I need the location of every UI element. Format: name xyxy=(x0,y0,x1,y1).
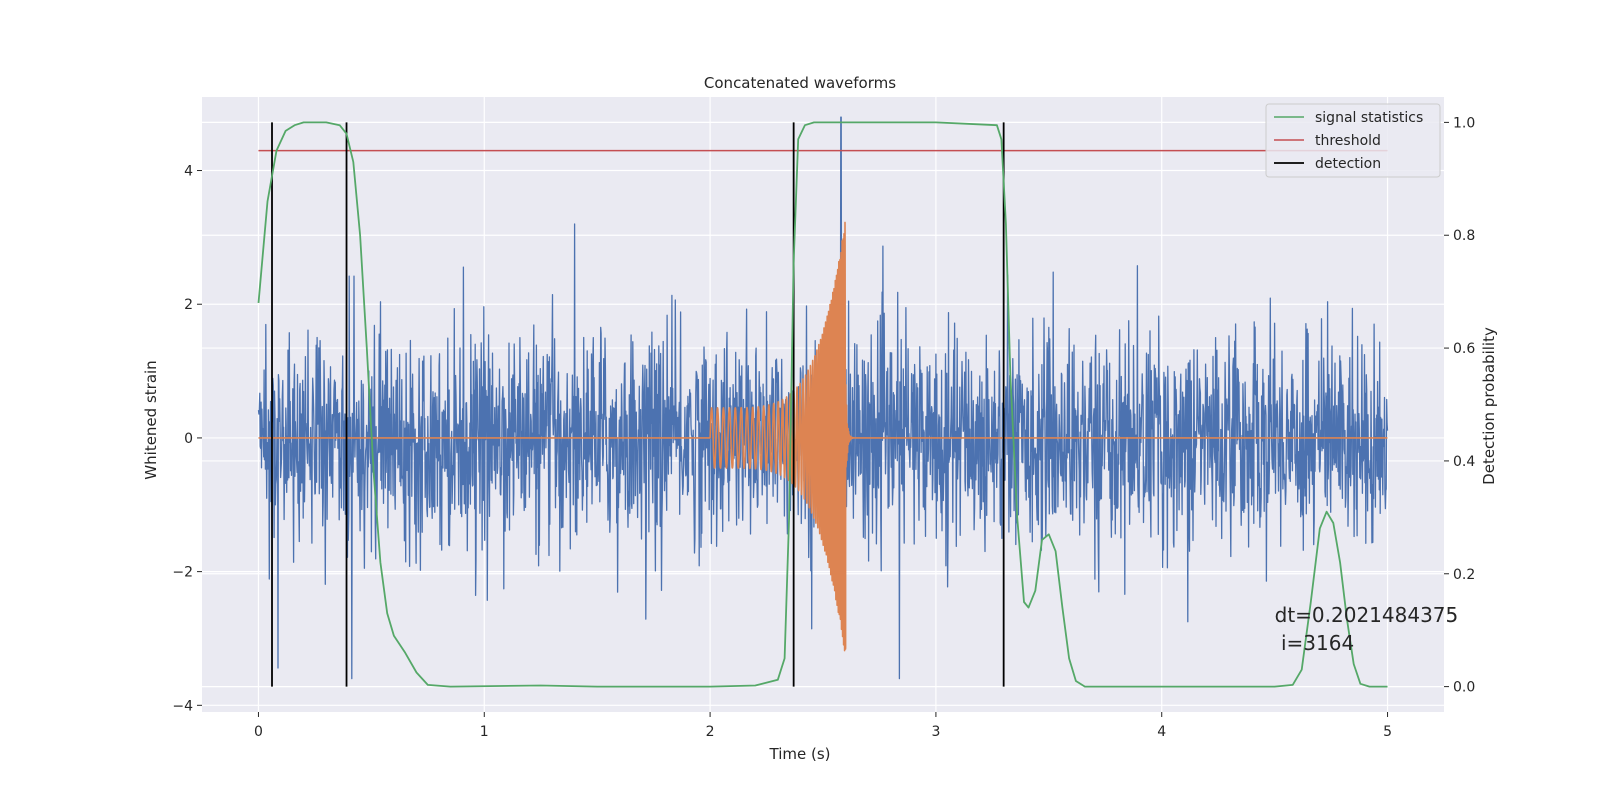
x-axis-label: Time (s) xyxy=(769,745,831,763)
x-tick-label-1: 1 xyxy=(480,724,489,740)
y-right-tick-label-5: 1.0 xyxy=(1453,115,1475,131)
axes-ticks: 0 1 2 3 4 5 −4 −2 0 2 4 0.0 0.2 0.4 0.6 0.8 1.0 xyxy=(172,115,1475,740)
signal-statistics-line xyxy=(257,121,1388,688)
y-left-tick-label-3: 2 xyxy=(184,297,193,313)
legend-label-threshold: threshold xyxy=(1315,133,1381,149)
x-tick-label-5: 5 xyxy=(1383,724,1392,740)
y-right-tick-label-1: 0.2 xyxy=(1453,567,1475,583)
legend-label-signal-statistics: signal statistics xyxy=(1315,110,1423,126)
y-axis-label-left: Whitened strain xyxy=(142,360,160,479)
y-right-tick-label-2: 0.4 xyxy=(1453,454,1475,470)
x-tick-label-2: 2 xyxy=(706,724,715,740)
y-left-tick-label-2: 0 xyxy=(184,431,193,447)
legend: signal statistics threshold detection xyxy=(1265,103,1441,178)
y-right-tick-label-0: 0.0 xyxy=(1453,680,1475,696)
y-axis-label-right: Detection probability xyxy=(1480,327,1498,485)
legend-label-detection: detection xyxy=(1315,156,1381,172)
injection-line xyxy=(258,221,1388,652)
plot-lines xyxy=(257,116,1389,688)
chart-title: Concatenated waveforms xyxy=(704,74,896,92)
legend-box xyxy=(1265,103,1441,178)
y-left-tick-label-4: 4 xyxy=(184,164,193,180)
y-left-tick-label-1: −2 xyxy=(172,565,193,581)
annotation-dt: dt=0.2021484375 xyxy=(1275,603,1459,627)
y-right-tick-label-4: 0.8 xyxy=(1453,228,1475,244)
x-tick-label-4: 4 xyxy=(1157,724,1166,740)
annotation-index: i=3164 xyxy=(1275,631,1355,655)
x-tick-label-3: 3 xyxy=(931,724,940,740)
grid xyxy=(202,97,1444,712)
y-left-tick-label-0: −4 xyxy=(172,698,193,714)
x-tick-label-0: 0 xyxy=(254,724,263,740)
y-right-tick-label-3: 0.6 xyxy=(1453,341,1475,357)
